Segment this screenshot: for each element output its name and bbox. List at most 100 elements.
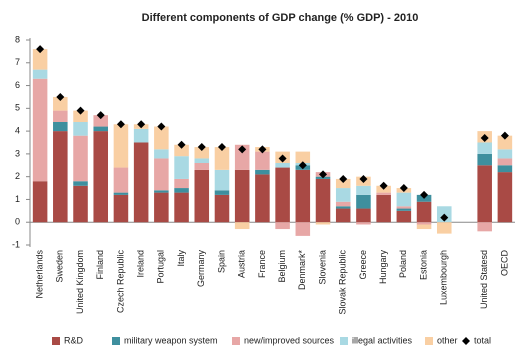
bar-segment xyxy=(376,194,391,223)
bar-segment xyxy=(154,190,169,193)
total-marker xyxy=(56,92,65,101)
bar-segment xyxy=(113,192,129,195)
bar-segment xyxy=(174,144,189,157)
x-tick-label: OECD xyxy=(499,250,509,277)
x-tick-label: Belgium xyxy=(277,250,287,283)
legend-label: illegal activities xyxy=(352,335,413,345)
total-marker xyxy=(76,106,85,115)
bar-segment xyxy=(396,208,412,211)
bar-segment xyxy=(154,149,169,159)
bar-segment xyxy=(396,210,412,223)
bar-segment xyxy=(133,128,149,143)
x-tick-label: Slovak Republic xyxy=(338,250,348,315)
legend-label: military weapon system xyxy=(124,335,218,345)
total-marker xyxy=(238,145,247,154)
total-marker xyxy=(480,133,489,142)
total-marker xyxy=(298,161,307,170)
bar-segment xyxy=(376,192,391,195)
total-marker xyxy=(157,122,166,131)
bar-segment xyxy=(416,201,432,223)
bar-segment xyxy=(356,208,371,223)
total-marker xyxy=(420,190,429,199)
bar-segment xyxy=(295,169,311,223)
x-tick-label: Luxembourgh xyxy=(439,250,449,305)
x-tick-label: Spain xyxy=(216,250,226,273)
bar-segment xyxy=(133,142,149,223)
bar-segment xyxy=(436,222,452,234)
bar-segment xyxy=(416,224,432,230)
bar-segment xyxy=(73,185,88,223)
bar-segment xyxy=(53,122,68,132)
bar-segment xyxy=(32,69,48,79)
y-tick-label: -1 xyxy=(12,239,20,249)
x-tick-label: Estonia xyxy=(418,250,428,280)
y-tick-label: 1 xyxy=(15,194,20,204)
bar-segment xyxy=(477,222,492,232)
bar-segment xyxy=(497,158,513,166)
bar-segment xyxy=(477,142,492,154)
bar-segment xyxy=(73,110,88,122)
bar-segment xyxy=(214,169,230,191)
legend-marker xyxy=(462,337,470,345)
bar-segment xyxy=(396,206,412,209)
bar-segment xyxy=(154,158,169,191)
x-tick-label: Slovenia xyxy=(317,250,327,285)
bar-segment xyxy=(73,122,88,136)
x-tick-label: Denmark* xyxy=(297,250,307,291)
x-tick-label: Netherlands xyxy=(34,250,44,299)
bar-segment xyxy=(174,188,189,193)
bar-segment xyxy=(214,147,230,170)
legend-label: R&D xyxy=(64,335,84,345)
bar-segment xyxy=(335,201,351,207)
bar-segment xyxy=(356,194,371,209)
y-tick-label: 6 xyxy=(15,80,20,90)
bar-segment xyxy=(275,222,290,230)
legend-swatch xyxy=(232,337,240,345)
bar-segment xyxy=(356,222,371,225)
bar-segment xyxy=(255,151,270,170)
x-tick-label: Austria xyxy=(237,250,247,278)
total-marker xyxy=(217,143,226,152)
bar-segment xyxy=(154,126,169,150)
total-marker xyxy=(359,174,368,183)
bar-segment xyxy=(234,169,250,223)
bar-segment xyxy=(174,178,189,189)
bar-segment xyxy=(477,153,492,166)
bar-segment xyxy=(335,188,351,202)
total-marker xyxy=(278,154,287,163)
bar-segment xyxy=(477,165,492,223)
bar-segment xyxy=(295,222,311,236)
bar-segment xyxy=(53,131,68,223)
total-marker xyxy=(319,170,328,179)
x-tick-label: Germany xyxy=(196,250,206,288)
bar-segment xyxy=(214,190,230,195)
legend-label: other xyxy=(437,335,458,345)
legend-swatch xyxy=(52,337,60,345)
bar-segment xyxy=(335,206,351,209)
y-tick-label: 3 xyxy=(15,148,20,158)
bar-segment xyxy=(214,194,230,223)
x-tick-label: Greece xyxy=(358,250,368,280)
x-tick-label: United Kingdom xyxy=(75,250,85,314)
bar-segment xyxy=(275,167,290,223)
bar-segment xyxy=(174,156,189,179)
bar-segment xyxy=(53,110,68,122)
bar-segment xyxy=(154,192,169,223)
bar-segment xyxy=(497,135,513,150)
bar-segment xyxy=(32,181,48,223)
bar-segment xyxy=(315,222,331,225)
total-marker xyxy=(339,174,348,183)
total-marker xyxy=(197,143,206,152)
bar-segment xyxy=(93,126,109,132)
total-marker xyxy=(137,120,146,129)
total-marker xyxy=(116,120,125,129)
bar-segment xyxy=(416,222,432,225)
bar-segment xyxy=(93,131,109,223)
bar-segment xyxy=(234,144,250,170)
bar-segment xyxy=(53,96,68,111)
bar-segment xyxy=(73,135,88,182)
x-tick-label: Portugal xyxy=(156,250,166,284)
bar-segment xyxy=(32,78,48,182)
bar-segment xyxy=(194,147,210,159)
bar-segment xyxy=(174,192,189,223)
